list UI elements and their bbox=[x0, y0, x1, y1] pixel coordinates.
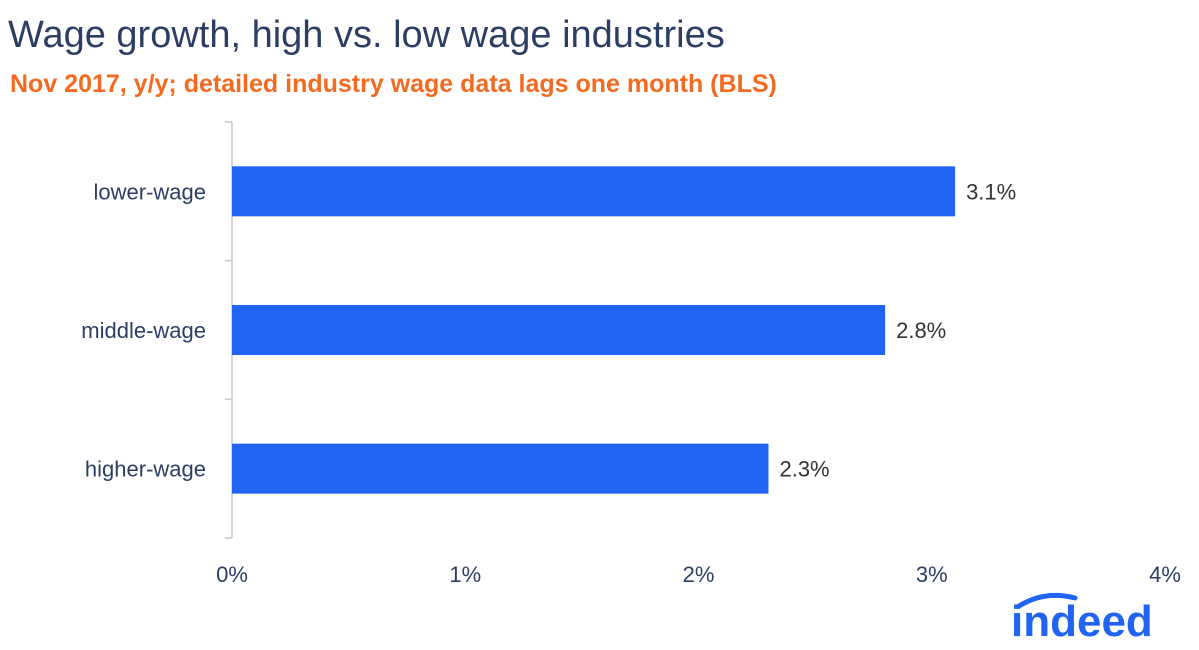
data-label: 2.3% bbox=[779, 457, 829, 482]
category-label: middle-wage bbox=[81, 318, 206, 343]
indeed-logo: indeed bbox=[1011, 592, 1153, 642]
chart-title: Wage growth, high vs. low wage industrie… bbox=[8, 14, 725, 56]
x-tick-label: 0% bbox=[216, 562, 248, 587]
bar-lower-wage bbox=[232, 166, 956, 217]
data-label: 2.8% bbox=[896, 318, 946, 343]
bar-middle-wage bbox=[232, 305, 886, 355]
category-label: lower-wage bbox=[94, 179, 207, 204]
logo-arc-icon bbox=[1016, 592, 1078, 609]
data-label: 3.1% bbox=[966, 179, 1016, 204]
x-tick-label: 3% bbox=[916, 562, 948, 587]
logo-text: indeed bbox=[1011, 597, 1153, 642]
chart-subtitle: Nov 2017, y/y; detailed industry wage da… bbox=[10, 70, 777, 98]
x-tick-label: 2% bbox=[683, 562, 715, 587]
bar-higher-wage bbox=[232, 443, 769, 494]
category-label: higher-wage bbox=[85, 457, 206, 482]
x-tick-label: 1% bbox=[449, 562, 481, 587]
x-tick-label: 4% bbox=[1149, 562, 1181, 587]
